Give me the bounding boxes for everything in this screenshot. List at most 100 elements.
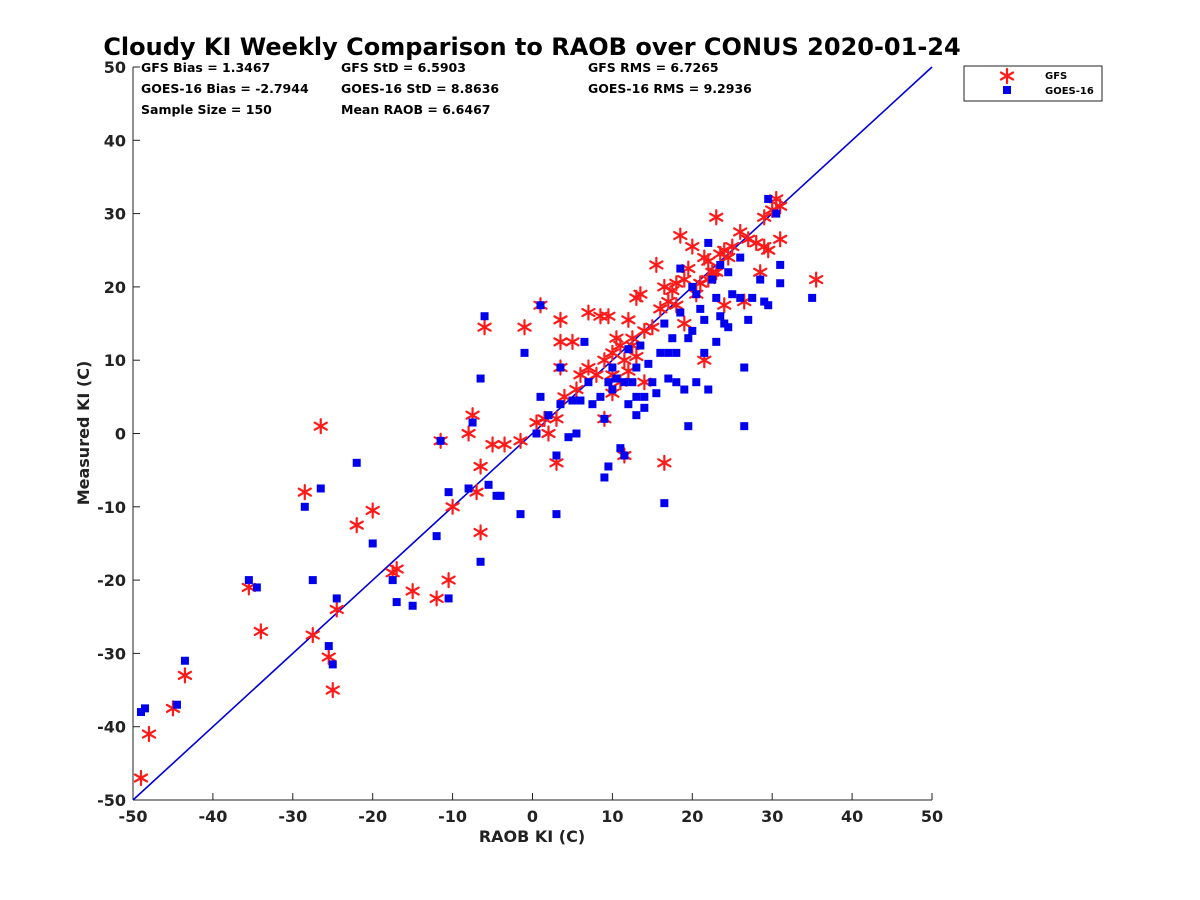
gfs-point (513, 432, 528, 449)
gfs-point (177, 667, 193, 684)
gfs-point (553, 333, 568, 350)
goes16-point (708, 275, 717, 284)
gfs-point (773, 231, 788, 248)
gfs-point (717, 297, 732, 314)
y-tick-label: 20 (104, 278, 126, 297)
gfs-point (445, 498, 460, 515)
gfs-point (761, 242, 776, 259)
goes16-point (712, 293, 721, 302)
goes16-point (388, 576, 397, 585)
y-axis-label: Measured KI (C) (74, 361, 93, 506)
stat-gfs-std: GFS StD = 6.5903 (341, 60, 466, 75)
goes16-point (136, 708, 145, 717)
gfs-point (645, 319, 660, 336)
goes16-point (180, 656, 189, 665)
goes16-point (584, 378, 593, 387)
goes16-point (604, 378, 613, 387)
goes16-point (300, 502, 309, 511)
gfs-point (325, 681, 340, 699)
gfs-point (329, 601, 344, 618)
gfs-point (629, 348, 644, 365)
goes16-point (660, 499, 669, 508)
stat-goes-bias: GOES-16 Bias = -2.7944 (141, 81, 309, 96)
goes16-point (672, 348, 681, 357)
goes16-point (484, 480, 493, 489)
goes16-point (704, 238, 713, 247)
goes16-point (684, 422, 693, 431)
goes16-point (776, 279, 785, 288)
goes16-point (244, 576, 253, 585)
goes16-point (612, 374, 621, 383)
goes16-point (324, 642, 333, 651)
legend-goes16-marker (1003, 86, 1011, 94)
goes16-point (332, 594, 341, 603)
goes16-point (668, 334, 677, 343)
goes16-series (136, 194, 817, 717)
goes16-point (392, 598, 401, 607)
legend-goes16-label: GOES-16 (1045, 86, 1094, 97)
y-tick-label: -10 (97, 498, 126, 517)
stat-goes-rms: GOES-16 RMS = 9.2936 (588, 81, 752, 96)
gfs-point (141, 725, 157, 743)
goes16-point (664, 348, 673, 357)
gfs-point (621, 311, 636, 328)
gfs-point (589, 366, 604, 383)
goes16-point (556, 363, 565, 372)
goes16-point (764, 301, 773, 310)
goes16-point (696, 304, 705, 313)
legend-box (963, 65, 1103, 102)
goes16-point (700, 348, 709, 357)
gfs-point (461, 425, 476, 442)
goes16-point (252, 583, 261, 592)
gfs-point (517, 319, 532, 336)
goes16-point (564, 433, 573, 442)
axis-ticks: -50 -40 -30 -20 -10 0 10 20 30 40 50 -50 -40 -30 -20 -1… (97, 58, 943, 826)
gfs-point (133, 769, 149, 787)
gfs-series (133, 190, 824, 787)
goes16-point (664, 374, 673, 383)
goes16-point (496, 491, 505, 500)
gfs-point (429, 590, 444, 607)
gfs-point (365, 502, 380, 519)
goes16-point (716, 312, 725, 321)
gfs-point (653, 300, 668, 317)
goes16-point (536, 392, 545, 401)
gfs-point (617, 352, 632, 369)
goes16-point (432, 532, 441, 541)
goes16-point (660, 319, 669, 328)
gfs-point (673, 227, 688, 244)
gfs-point (593, 308, 608, 325)
gfs-point (685, 238, 700, 255)
gfs-point (553, 311, 568, 328)
gfs-point (473, 524, 488, 541)
goes16-point (756, 275, 765, 284)
x-tick-label: 30 (761, 807, 783, 826)
x-tick-label: -40 (198, 807, 227, 826)
goes16-point (740, 363, 749, 372)
x-tick-label: 20 (681, 807, 703, 826)
y-tick-label: 50 (104, 58, 126, 77)
goes16-point (544, 411, 553, 420)
x-tick-label: 40 (841, 807, 863, 826)
gfs-point (605, 344, 620, 361)
stat-sample-size: Sample Size = 150 (141, 102, 272, 117)
goes16-point (468, 418, 477, 427)
y-tick-label: 0 (115, 425, 126, 444)
x-axis-label: RAOB KI (C) (479, 827, 585, 846)
y-tick-label: 10 (104, 351, 126, 370)
y-tick-label: -20 (97, 571, 126, 590)
gfs-point (473, 458, 488, 475)
goes16-point (692, 378, 701, 387)
goes16-point (596, 392, 605, 401)
goes16-point (728, 290, 737, 299)
gfs-point (541, 425, 556, 442)
gfs-point (565, 333, 580, 350)
goes16-point (532, 429, 541, 438)
goes16-point (464, 484, 473, 493)
gfs-point (677, 315, 692, 332)
x-tick-label: 10 (601, 807, 623, 826)
goes16-point (684, 334, 693, 343)
goes16-point (676, 264, 685, 273)
goes16-point (620, 378, 629, 387)
goes16-point (536, 301, 545, 310)
